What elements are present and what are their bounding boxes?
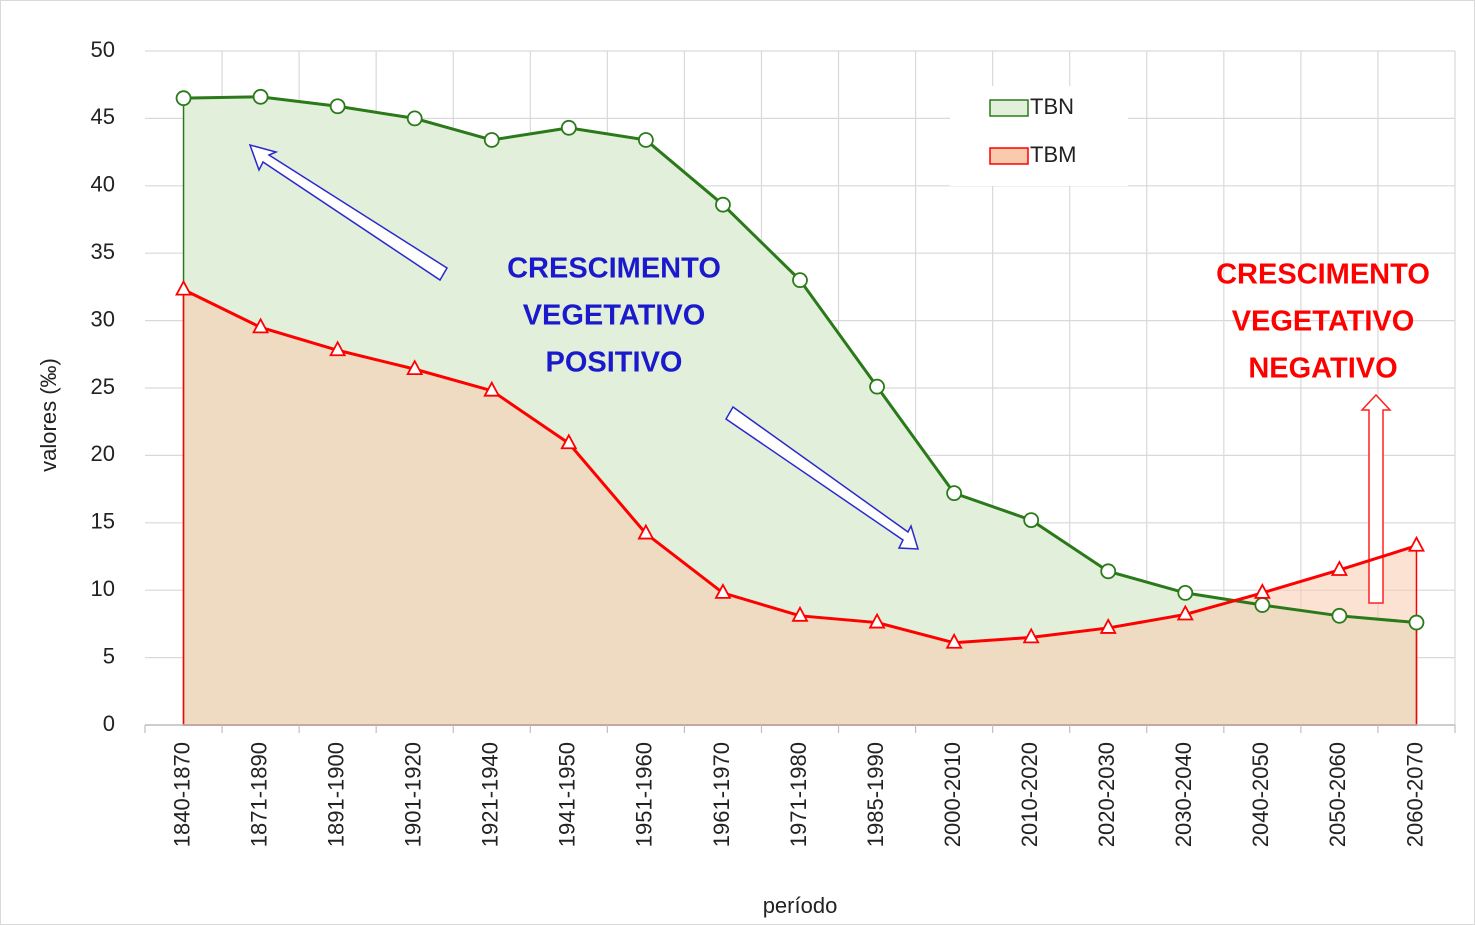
marker [714, 582, 732, 599]
y-axis-label: valores (‰) [36, 358, 61, 472]
annotation: NEGATIVO [1248, 353, 1397, 385]
y-tick-label: 25 [91, 374, 115, 399]
marker [946, 485, 963, 502]
arrow [1360, 393, 1392, 604]
labels: 0 5 10 15 20 25 30 35 40 45 50 1840-1870 1871-1890 18… [91, 37, 1456, 847]
marker [560, 119, 577, 136]
y-tick-label: 15 [91, 509, 115, 534]
arrow [248, 143, 449, 282]
marker [483, 132, 500, 148]
y-tick-label: 20 [91, 441, 115, 466]
marker [1254, 597, 1271, 613]
x-tick-label: 2030-2040 [1171, 742, 1196, 847]
lines [175, 88, 1425, 649]
marker [1408, 614, 1425, 631]
marker [329, 98, 346, 115]
x-tick-label: 1985-1990 [863, 742, 888, 847]
marker [1331, 607, 1348, 624]
y-tick-label: 30 [91, 306, 115, 331]
marker [1022, 627, 1040, 644]
marker [1177, 584, 1194, 601]
marker [637, 523, 655, 540]
marker [483, 380, 501, 397]
annotation: VEGETATIVO [523, 300, 706, 332]
marker [175, 90, 192, 107]
x-tick-label: 2010-2020 [1017, 742, 1042, 847]
marker [252, 317, 270, 334]
legend-key [989, 147, 1029, 165]
marker [637, 132, 654, 148]
marker [1253, 582, 1271, 599]
y-tick-label: 40 [91, 172, 115, 197]
marker [1176, 604, 1194, 621]
x-tick-label: 1941-1950 [555, 742, 580, 847]
x-tick-label: 1961-1970 [709, 742, 734, 847]
y-tick-label: 50 [91, 37, 115, 62]
marker [329, 340, 347, 357]
marker [560, 433, 578, 450]
x-tick-label: 1951-1960 [632, 742, 657, 847]
x-tick-label: 1891-1900 [323, 742, 348, 847]
x-tick-label: 1840-1870 [169, 742, 194, 847]
marker [792, 272, 808, 289]
marker [1099, 618, 1117, 634]
marker [868, 612, 886, 629]
x-tick-label: 2020-2030 [1094, 742, 1119, 847]
x-tick-label: 2000-2010 [940, 742, 965, 847]
x-axis-label: período [763, 893, 838, 918]
legend-key [989, 99, 1029, 117]
y-tick-label: 5 [103, 643, 115, 668]
arrows [248, 143, 1392, 604]
marker [406, 110, 423, 127]
marker [406, 359, 424, 376]
y-tick-label: 35 [91, 239, 115, 264]
x-tick-label: 1971-1980 [786, 742, 811, 847]
x-tick-label: 1871-1890 [246, 742, 271, 847]
y-tick-label: 45 [91, 104, 115, 129]
marker [252, 88, 269, 105]
arrow [725, 405, 920, 550]
marker [175, 279, 193, 296]
x-tick-label: 2050-2060 [1325, 742, 1350, 847]
marker [1407, 535, 1425, 552]
legend-label: TBM [1030, 142, 1076, 167]
annotation: CRESCIMENTO [1216, 259, 1430, 291]
annotation: VEGETATIVO [1232, 306, 1415, 338]
legend-label: TBN [1030, 94, 1074, 119]
marker [1330, 560, 1348, 576]
marker [1100, 563, 1117, 580]
x-tick-label: 2040-2050 [1248, 742, 1273, 847]
annotation: CRESCIMENTO [507, 253, 721, 285]
legend-background [950, 86, 1128, 186]
y-tick-label: 0 [103, 711, 115, 736]
marker [869, 378, 885, 395]
x-tick-label: 1901-1920 [401, 742, 426, 847]
marker [715, 196, 731, 213]
marker [1023, 512, 1040, 529]
marker [791, 605, 809, 622]
x-tick-label: 1921-1940 [478, 742, 503, 847]
marker [945, 632, 963, 649]
x-tick-label: 2060-2070 [1402, 742, 1427, 847]
annotation: POSITIVO [546, 347, 683, 379]
y-tick-label: 10 [91, 576, 115, 601]
